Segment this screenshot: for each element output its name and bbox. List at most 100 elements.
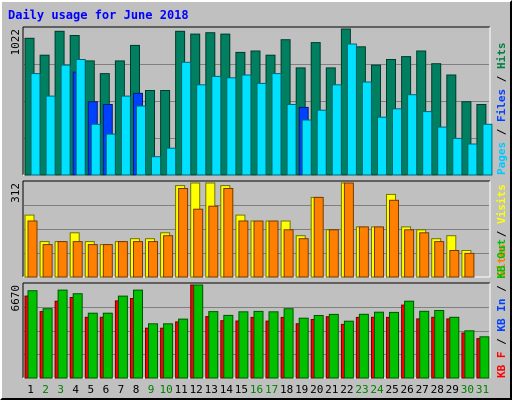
day-label-29: 29 <box>446 383 459 396</box>
bar-kb-out-day-9 <box>148 323 158 379</box>
bar-sites-day-10 <box>163 235 174 278</box>
bar-pages-day-27 <box>422 111 433 176</box>
legend-separator: / <box>495 122 508 142</box>
day-label-4: 4 <box>72 383 79 396</box>
day-label-11: 11 <box>175 383 188 396</box>
day-label-1: 1 <box>27 383 34 396</box>
bar-kb-out-day-19 <box>298 317 309 379</box>
bar-kb-out-day-23 <box>358 313 369 379</box>
bar-pages-day-31 <box>482 123 493 176</box>
bar-sites-day-4 <box>72 241 83 278</box>
legend-kb-in: KB In <box>495 299 508 332</box>
bar-kb-out-day-2 <box>42 308 53 379</box>
bar-pages-day-21 <box>331 84 342 176</box>
bar-sites-day-5 <box>87 244 98 278</box>
bar-pages-day-30 <box>467 143 478 176</box>
bar-sites-day-3 <box>57 241 68 278</box>
bar-pages-day-3 <box>60 64 71 176</box>
legend-kb-f: KB F <box>495 352 508 379</box>
bar-hits-day-20 <box>310 42 321 176</box>
series-pages <box>30 43 493 176</box>
bar-hits-day-29 <box>446 74 457 176</box>
bar-kb-out-day-25 <box>389 311 399 379</box>
day-label-28: 28 <box>431 383 444 396</box>
day-label-14: 14 <box>220 383 234 396</box>
bar-pages-day-22 <box>346 43 357 176</box>
bar-sites-day-20 <box>313 196 324 278</box>
bar-kb-out-day-26 <box>404 300 415 379</box>
bar-kb-out-day-28 <box>434 310 445 379</box>
bar-sites-day-27 <box>419 232 430 278</box>
bar-kb-out-day-1 <box>27 290 38 379</box>
bar-sites-day-9 <box>148 241 158 278</box>
bar-kb-out-day-24 <box>374 311 384 379</box>
bar-pages-day-23 <box>361 81 372 176</box>
legend-separator: / <box>495 332 508 352</box>
bar-pages-day-20 <box>316 109 327 176</box>
day-label-10: 10 <box>159 383 172 396</box>
bar-pages-day-10 <box>166 147 177 176</box>
bar-sites-day-21 <box>328 229 339 278</box>
bar-pages-day-18 <box>286 104 297 176</box>
day-label-6: 6 <box>103 383 110 396</box>
bar-sites-day-8 <box>133 241 143 278</box>
bar-kb-out-day-12 <box>193 284 204 379</box>
day-label-17: 17 <box>265 383 278 396</box>
bar-sites-day-19 <box>298 238 309 278</box>
bar-kb-out-day-29 <box>449 316 460 379</box>
legend-separator: / <box>495 69 508 89</box>
bar-pages-day-15 <box>241 74 252 176</box>
day-label-13: 13 <box>205 383 218 396</box>
bar-sites-day-16 <box>253 220 264 278</box>
bar-pages-day-14 <box>226 77 237 176</box>
legend-sites: Sites <box>495 244 508 277</box>
bar-pages-day-24 <box>377 116 387 176</box>
bar-pages-day-16 <box>256 82 267 176</box>
day-label-7: 7 <box>118 383 125 396</box>
day-label-31: 31 <box>476 383 489 396</box>
chart-title: Daily usage for June 2018 <box>8 8 189 22</box>
bar-pages-day-4 <box>75 59 86 176</box>
legend-visits: Visits <box>495 184 508 224</box>
bar-pages-day-2 <box>45 95 56 176</box>
bar-sites-day-17 <box>268 220 279 278</box>
panels-layer: 1022 Pages / Files / Hits 312 Sites / Visit… <box>9 26 508 379</box>
bar-sites-day-2 <box>42 244 53 278</box>
bar-sites-day-7 <box>117 241 128 278</box>
day-label-21: 21 <box>325 383 338 396</box>
bar-sites-day-23 <box>358 226 369 278</box>
panel-visits_sites: 312 Sites / Visits <box>9 180 508 278</box>
bar-pages-day-8 <box>136 105 146 176</box>
bar-kb-out-day-27 <box>419 310 430 379</box>
day-label-30: 30 <box>461 383 474 396</box>
day-label-18: 18 <box>280 383 293 396</box>
legend-files: Files <box>495 89 508 122</box>
bar-sites-day-14 <box>223 188 234 278</box>
day-label-9: 9 <box>148 383 155 396</box>
bar-pages-day-11 <box>181 61 192 176</box>
day-labels: 1 2 3 4 5 6 7 8 9 10 11 12 13 14 15 16 17 18 19 20 21 22 23 24 2… <box>27 383 489 396</box>
series-kb-out <box>27 284 490 379</box>
legend-kb-out: KB Out <box>495 239 508 279</box>
day-label-20: 20 <box>310 383 323 396</box>
bar-kb-out-day-10 <box>163 323 174 379</box>
day-label-26: 26 <box>400 383 413 396</box>
bar-kb-out-day-20 <box>313 315 324 379</box>
bar-kb-out-day-15 <box>238 311 249 379</box>
bar-pages-day-5 <box>90 123 101 176</box>
axis-max-label: 6670 <box>9 285 22 312</box>
bar-pages-day-25 <box>392 108 402 176</box>
bar-sites-day-18 <box>283 229 294 278</box>
bar-kb-out-day-16 <box>253 310 264 379</box>
bar-kb-out-day-30 <box>464 330 475 379</box>
day-label-24: 24 <box>370 383 384 396</box>
legend: KB F / KB In / KB Out <box>495 239 508 378</box>
bar-kb-out-day-17 <box>268 311 279 379</box>
bar-pages-day-17 <box>271 73 282 176</box>
legend-hits: Hits <box>495 43 508 70</box>
bar-kb-out-day-5 <box>87 312 98 379</box>
day-label-27: 27 <box>416 383 429 396</box>
bar-kb-out-day-11 <box>178 318 189 379</box>
bar-sites-day-28 <box>434 241 445 278</box>
